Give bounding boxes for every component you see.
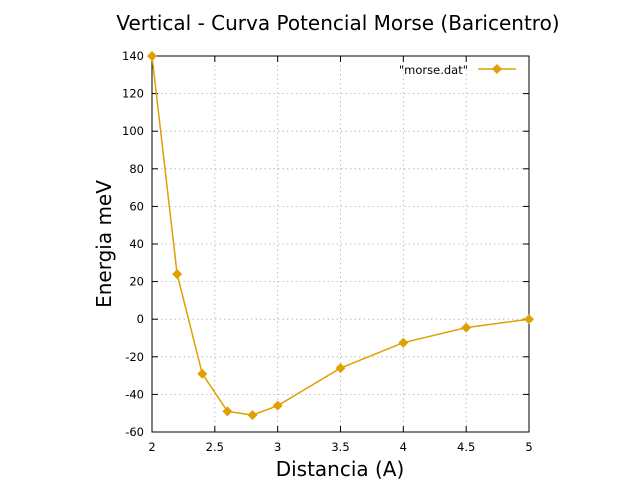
y-axis-label: Energia meV [92, 180, 116, 308]
data-point [147, 51, 157, 61]
data-point [172, 269, 183, 280]
y-tick-label: 60 [129, 199, 144, 213]
x-axis-label: Distancia (A) [276, 457, 405, 480]
data-point [398, 337, 409, 348]
y-tick-label: 140 [122, 49, 144, 63]
x-tick-label: 3 [274, 440, 281, 454]
chart-title: Vertical - Curva Potencial Morse (Barice… [116, 11, 559, 35]
y-tick-labels: -60 -40 -20 0 20 40 60 80 100 120 140 [122, 49, 144, 439]
y-tick-label: 80 [129, 162, 144, 176]
series-line [151, 55, 530, 416]
x-tick-label: 2.5 [206, 440, 224, 454]
y-tick-label: -60 [125, 425, 144, 439]
data-point [461, 322, 472, 333]
y-tick-label: -40 [125, 387, 144, 401]
y-tick-label: 20 [129, 275, 144, 289]
x-tick-label: 2 [148, 440, 155, 454]
data-point [197, 368, 208, 379]
y-tick-label: 0 [137, 312, 144, 326]
legend: "morse.dat" [399, 63, 516, 77]
x-tick-label: 5 [525, 440, 532, 454]
data-point [335, 363, 346, 374]
data-point [524, 314, 534, 325]
x-tick-label: 4.5 [457, 440, 475, 454]
grid [152, 56, 529, 432]
data-point [247, 410, 258, 421]
y-tick-label: 100 [122, 124, 144, 138]
plot-frame [151, 55, 530, 433]
x-tick-label: 3.5 [331, 440, 349, 454]
y-tick-label: 120 [122, 87, 144, 101]
data-point [272, 400, 283, 411]
series-layer [147, 51, 534, 421]
legend-label: "morse.dat" [399, 63, 468, 77]
x-tick-label: 4 [400, 440, 407, 454]
data-point [222, 406, 233, 417]
legend-marker-icon [492, 64, 502, 74]
y-tick-label: -20 [125, 350, 144, 364]
y-tick-label: 40 [129, 237, 144, 251]
x-tick-labels: 2 2.5 3 3.5 4 4.5 5 [148, 440, 532, 454]
